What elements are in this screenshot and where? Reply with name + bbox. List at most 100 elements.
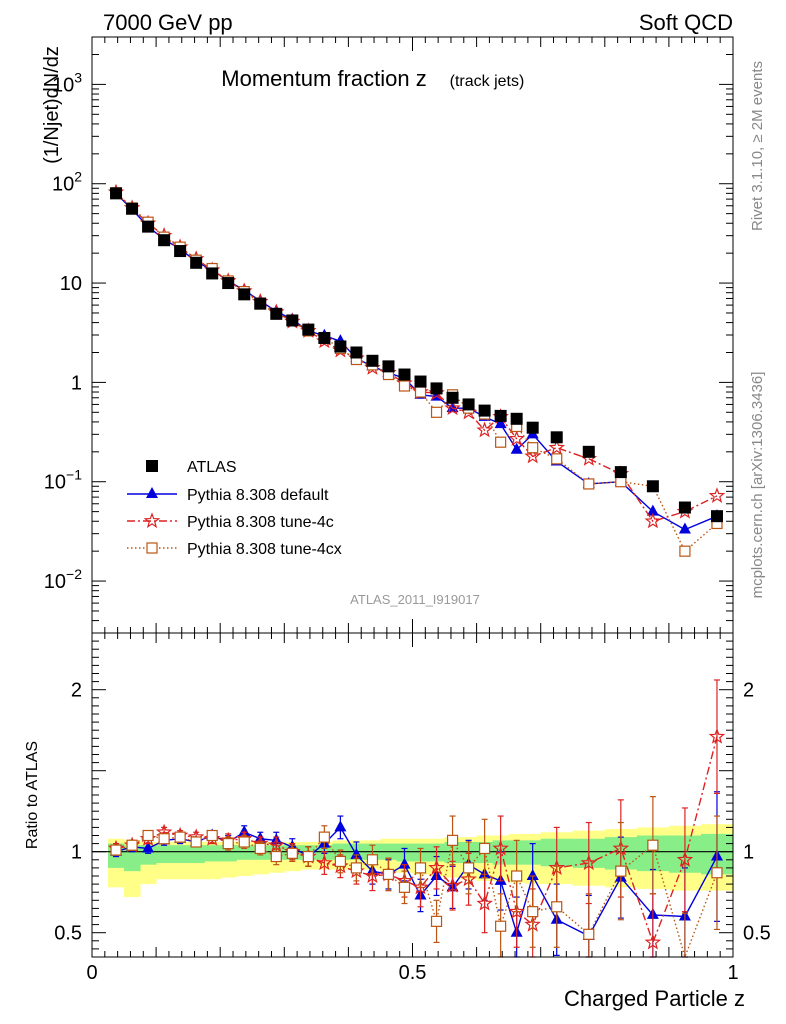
ratio-data-point — [430, 915, 443, 927]
legend: ATLAS Pythia 8.308 default Pythia 8.308 … — [127, 459, 342, 558]
ratio-uncertainty-band-inner — [156, 845, 173, 864]
ratio-data-point — [580, 854, 598, 871]
legend-label-tune4cx: Pythia 8.308 tune-4cx — [187, 541, 342, 558]
mcplots-label: mcplots.cern.ch [arXiv:1306.3436] — [749, 372, 766, 599]
main-data-point — [582, 445, 595, 458]
ratio-data-point — [398, 881, 411, 893]
main-data-point — [476, 421, 493, 438]
legend-marker-tune4cx — [146, 542, 158, 554]
ratio-frame — [91, 632, 734, 958]
ratio-y-axis-label: Ratio to ATLAS — [24, 741, 41, 849]
ratio-series-1 — [107, 679, 726, 958]
main-data-point — [286, 314, 299, 327]
ratio-data-point — [708, 728, 726, 744]
ratio-data-point — [126, 839, 138, 851]
main-data-point — [510, 442, 523, 454]
main-data-point — [614, 466, 627, 479]
legend-marker-default — [146, 487, 158, 498]
ratio-data-point — [350, 862, 363, 874]
legend-entry-default: Pythia 8.308 default — [127, 487, 329, 504]
x-axis-label: Charged Particle z — [564, 986, 745, 1011]
ratio-data-point — [270, 850, 282, 863]
ratio-data-point — [110, 844, 122, 856]
main-series-line — [115, 192, 718, 553]
ratio-data-point — [647, 839, 659, 851]
ratio-data-point — [583, 928, 595, 940]
x-tick-label: 0.5 — [399, 962, 427, 984]
ratio-data-point — [551, 901, 563, 913]
ratio-data-point — [428, 859, 445, 876]
ratio-data-point — [174, 831, 186, 843]
ratio-data-point — [286, 847, 298, 859]
legend-marker-atlas — [146, 460, 158, 472]
main-data-point — [334, 340, 347, 353]
ratio-data-point — [676, 851, 694, 867]
ratio-data-point — [527, 906, 539, 918]
ratio-data-point — [526, 869, 539, 880]
main-data-point — [551, 453, 563, 465]
main-data-point — [550, 431, 563, 444]
main-data-point — [494, 409, 507, 422]
main-y-tick-label: 1 — [71, 372, 82, 394]
main-data-point — [398, 380, 411, 392]
ratio-data-point — [316, 854, 333, 871]
main-series-0 — [110, 187, 723, 523]
header-right: Soft QCD — [639, 10, 733, 35]
main-data-point — [478, 404, 491, 417]
main-y-tick-label: 10 — [60, 273, 82, 295]
ratio-uncertainty-band-inner — [220, 845, 237, 862]
main-data-point — [524, 447, 541, 464]
ratio-data-point — [364, 867, 381, 884]
ratio-data-point — [492, 839, 509, 856]
ratio-data-point — [350, 847, 363, 859]
ratio-y-tick-label-left: 0.5 — [54, 923, 82, 945]
main-data-point — [495, 436, 507, 448]
ratio-y-tick-label-right: 1 — [743, 842, 754, 864]
main-data-point — [510, 412, 523, 425]
rivet-label: Rivet 3.1.10, ≥ 2M events — [749, 61, 766, 231]
analysis-watermark: ATLAS_2011_I919017 — [350, 592, 480, 607]
main-data-point — [430, 406, 443, 418]
ratio-data-point — [222, 837, 234, 850]
main-data-point — [254, 297, 267, 310]
ratio-data-point — [318, 831, 330, 843]
ratio-data-point — [334, 855, 346, 868]
legend-entry-atlas: ATLAS — [146, 459, 237, 476]
ratio-data-point — [158, 833, 170, 845]
ratio-data-point — [366, 854, 379, 866]
main-data-point — [708, 487, 726, 504]
main-data-point — [366, 354, 379, 367]
ratio-uncertainty-band-inner — [236, 845, 253, 860]
main-data-point — [462, 398, 475, 411]
ratio-uncertainty-band-inner — [204, 845, 221, 862]
ratio-data-point — [414, 862, 427, 874]
legend-label-default: Pythia 8.308 default — [187, 487, 329, 504]
header-left: 7000 GeV pp — [103, 10, 233, 35]
ratio-data-point — [479, 842, 491, 855]
ratio-y-tick-label-right: 0.5 — [743, 923, 771, 945]
main-data-point — [110, 187, 123, 200]
main-data-point — [494, 417, 507, 429]
ratio-plot-panel: 0.5 0.51 12 20 0.5 1 — [54, 632, 771, 984]
ratio-data-point — [711, 867, 723, 879]
ratio-data-point — [238, 836, 250, 848]
ratio-data-point — [334, 820, 347, 832]
main-y-tick-label: 10−1 — [44, 467, 82, 494]
legend-entry-tune4cx: Pythia 8.308 tune-4cx — [127, 541, 342, 558]
ratio-data-point — [142, 829, 154, 842]
main-data-point — [710, 510, 723, 523]
main-data-point — [414, 386, 427, 398]
main-data-point — [583, 478, 595, 490]
ratio-data-point — [508, 902, 525, 919]
x-tick-label: 1 — [727, 962, 738, 984]
ratio-uncertainty-band-inner — [188, 845, 205, 864]
main-data-point — [382, 360, 395, 373]
ratio-data-point — [142, 841, 155, 853]
main-data-point — [414, 375, 427, 388]
main-data-point — [270, 307, 283, 320]
main-data-point — [678, 522, 691, 534]
legend-marker-tune4c — [143, 512, 161, 529]
main-data-point — [158, 234, 171, 247]
ratio-data-point — [495, 920, 507, 932]
ratio-y-tick-label-right: 2 — [743, 680, 754, 702]
